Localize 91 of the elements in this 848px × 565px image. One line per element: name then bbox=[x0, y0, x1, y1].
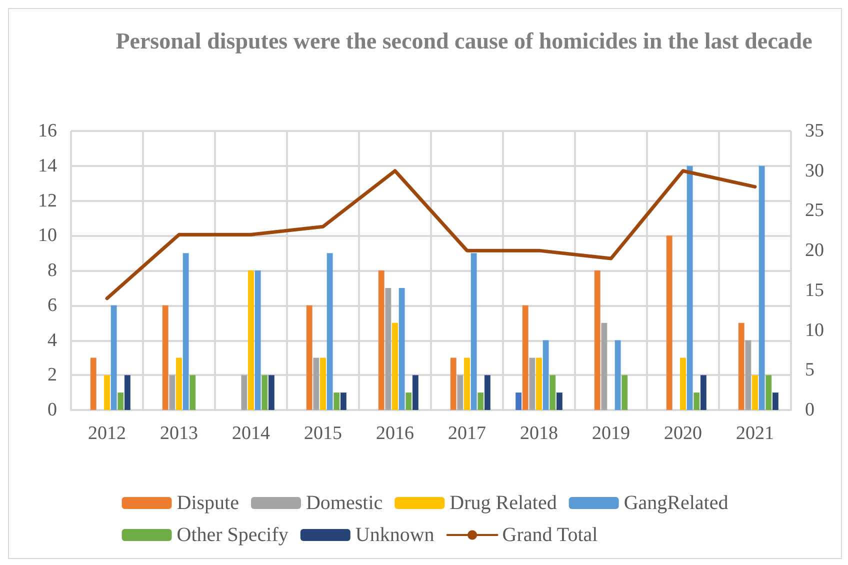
bar bbox=[398, 288, 405, 410]
bar bbox=[772, 392, 778, 410]
x-tick-label: 2013 bbox=[160, 423, 198, 444]
y-tick-label: 12 bbox=[38, 190, 57, 212]
legend-label: Unknown bbox=[355, 524, 434, 546]
x-tick-label: 2019 bbox=[592, 423, 630, 444]
bar bbox=[378, 270, 384, 410]
bar bbox=[700, 375, 706, 410]
x-tick-label: 2020 bbox=[664, 423, 702, 444]
y2-tick-label: 30 bbox=[805, 160, 824, 182]
bar bbox=[176, 358, 182, 410]
bar bbox=[680, 358, 686, 410]
bar bbox=[110, 305, 117, 410]
line-series bbox=[105, 169, 757, 300]
y-tick-label: 4 bbox=[48, 330, 58, 351]
y2-tick-label: 20 bbox=[805, 240, 824, 262]
bar bbox=[694, 392, 700, 410]
bar bbox=[162, 305, 168, 410]
legend-label: Grand Total bbox=[502, 524, 598, 546]
y2-tick-label: 5 bbox=[805, 360, 814, 381]
bar bbox=[686, 166, 693, 410]
bar bbox=[118, 392, 124, 410]
x-tick-label: 2015 bbox=[304, 423, 342, 444]
bar bbox=[268, 375, 274, 410]
y2-tick-label: 25 bbox=[805, 200, 824, 222]
bar bbox=[313, 358, 320, 410]
y-tick-label: 10 bbox=[38, 225, 57, 246]
bar bbox=[766, 375, 772, 410]
bar bbox=[470, 253, 477, 410]
bar bbox=[190, 375, 196, 410]
bar bbox=[262, 375, 268, 410]
bar bbox=[464, 358, 470, 410]
bar bbox=[124, 375, 130, 410]
y2-tick-label: 15 bbox=[805, 280, 824, 301]
y-tick-label: 0 bbox=[48, 400, 57, 420]
bar bbox=[248, 270, 254, 410]
bar bbox=[745, 340, 752, 410]
bar bbox=[556, 392, 562, 410]
bar bbox=[334, 392, 340, 410]
bar bbox=[666, 236, 672, 410]
bar bbox=[406, 392, 412, 410]
bar bbox=[542, 340, 549, 410]
y2-tick-label: 10 bbox=[805, 320, 824, 341]
bar bbox=[385, 288, 392, 410]
bar bbox=[550, 375, 556, 410]
bar bbox=[392, 322, 398, 410]
x-tick-label: 2012 bbox=[88, 423, 126, 444]
bar bbox=[752, 375, 758, 410]
bar bbox=[484, 375, 490, 410]
x-tick-label: 2018 bbox=[520, 423, 558, 444]
bar bbox=[758, 166, 765, 410]
bar bbox=[457, 375, 464, 410]
x-tick-label: 2017 bbox=[448, 423, 486, 444]
bar bbox=[522, 305, 528, 410]
bar bbox=[340, 392, 346, 410]
legend-label: Domestic bbox=[306, 492, 383, 514]
legend-label: Other Specify bbox=[176, 524, 288, 546]
bar bbox=[738, 322, 744, 410]
bar bbox=[536, 358, 542, 410]
bar bbox=[254, 270, 261, 410]
y2-tick-label: 0 bbox=[805, 400, 814, 420]
legend-label: GangRelated bbox=[624, 492, 728, 514]
bar bbox=[601, 322, 608, 410]
bar bbox=[478, 392, 484, 410]
bar bbox=[306, 305, 312, 410]
bar bbox=[594, 270, 600, 410]
y2-tick-label: 35 bbox=[805, 120, 824, 142]
y-tick-label: 16 bbox=[38, 120, 57, 142]
bar bbox=[182, 253, 189, 410]
x-tick-label: 2016 bbox=[376, 423, 414, 444]
legend-label: Dispute bbox=[176, 492, 240, 514]
x-tick-label: 2021 bbox=[736, 423, 774, 444]
y-tick-label: 8 bbox=[48, 260, 57, 281]
y-tick-label: 14 bbox=[38, 155, 58, 176]
bar bbox=[614, 340, 621, 410]
bar bbox=[529, 358, 536, 410]
bar bbox=[622, 375, 628, 410]
x-tick-label: 2014 bbox=[232, 423, 270, 444]
bar bbox=[450, 358, 456, 410]
bar bbox=[241, 375, 248, 410]
bar bbox=[326, 253, 333, 410]
bar bbox=[90, 358, 96, 410]
y-tick-label: 2 bbox=[48, 364, 57, 386]
bar bbox=[412, 375, 418, 410]
legend-label: Drug Related bbox=[450, 492, 557, 514]
bar bbox=[320, 358, 326, 410]
y-tick-label: 6 bbox=[48, 294, 57, 316]
bar bbox=[169, 375, 176, 410]
bar bbox=[104, 375, 110, 410]
chart-title: Personal disputes were the second cause of homicides in the last decade bbox=[116, 28, 812, 54]
bar bbox=[516, 392, 522, 410]
